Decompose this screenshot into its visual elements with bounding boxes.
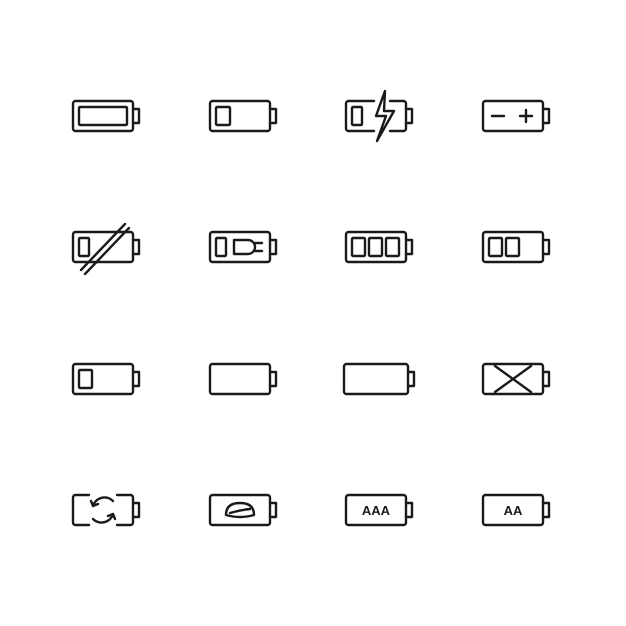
battery-charging-icon xyxy=(313,50,450,182)
battery-empty-icon xyxy=(177,313,314,445)
battery-size-label: AA xyxy=(503,503,522,518)
battery-2cells-icon xyxy=(450,182,587,314)
battery-full-icon xyxy=(40,50,177,182)
battery-slash-icon xyxy=(40,182,177,314)
battery-error-x-icon xyxy=(450,313,587,445)
battery-low-square-icon xyxy=(177,50,314,182)
battery-outline-icon xyxy=(313,313,450,445)
battery-size-label: AAA xyxy=(362,503,391,518)
battery-recycle-icon xyxy=(40,445,177,577)
battery-polarity-icon xyxy=(450,50,587,182)
battery-1cell-icon xyxy=(40,313,177,445)
battery-eco-icon xyxy=(177,445,314,577)
battery-aaa-icon: AAA xyxy=(313,445,450,577)
battery-plug-icon xyxy=(177,182,314,314)
battery-aa-icon: AA xyxy=(450,445,587,577)
battery-3cells-icon xyxy=(313,182,450,314)
